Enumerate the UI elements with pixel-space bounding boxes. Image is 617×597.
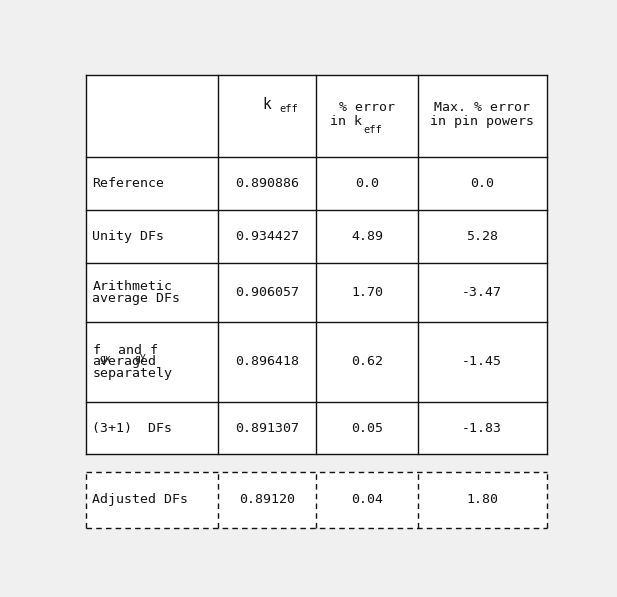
Bar: [86, 472, 547, 528]
Text: 0.0: 0.0: [470, 177, 494, 190]
Text: 0.05: 0.05: [351, 421, 383, 435]
Text: 0.04: 0.04: [351, 493, 383, 506]
Text: 0.934427: 0.934427: [235, 230, 299, 243]
Text: gY: gY: [135, 353, 146, 364]
Text: k: k: [263, 97, 271, 112]
Text: in k: in k: [330, 115, 362, 128]
Text: Adjusted DFs: Adjusted DFs: [93, 493, 188, 506]
Text: f: f: [93, 343, 101, 356]
Text: % error: % error: [339, 101, 395, 113]
Text: and f: and f: [110, 343, 157, 356]
Text: 0.0: 0.0: [355, 177, 379, 190]
Text: 0.891307: 0.891307: [235, 421, 299, 435]
Text: -1.83: -1.83: [462, 421, 502, 435]
Text: 0.890886: 0.890886: [235, 177, 299, 190]
Text: 0.89120: 0.89120: [239, 493, 295, 506]
Text: 0.62: 0.62: [351, 355, 383, 368]
Text: Unity DFs: Unity DFs: [93, 230, 164, 243]
Text: in pin powers: in pin powers: [430, 115, 534, 128]
Text: Max. % error: Max. % error: [434, 101, 530, 113]
Text: averaged: averaged: [93, 355, 157, 368]
Text: 0.896418: 0.896418: [235, 355, 299, 368]
Text: Reference: Reference: [93, 177, 164, 190]
Bar: [86, 75, 547, 454]
Text: eff: eff: [363, 125, 382, 135]
Text: 0.906057: 0.906057: [235, 286, 299, 299]
Text: Arithmetic: Arithmetic: [93, 280, 172, 293]
Text: eff: eff: [279, 104, 298, 114]
Text: 1.80: 1.80: [466, 493, 498, 506]
Text: gx: gx: [99, 353, 111, 364]
Text: 4.89: 4.89: [351, 230, 383, 243]
Text: -3.47: -3.47: [462, 286, 502, 299]
Text: -1.45: -1.45: [462, 355, 502, 368]
Text: 1.70: 1.70: [351, 286, 383, 299]
Text: (3+1)  DFs: (3+1) DFs: [93, 421, 172, 435]
Text: 5.28: 5.28: [466, 230, 498, 243]
Text: separately: separately: [93, 367, 172, 380]
Text: average DFs: average DFs: [93, 292, 180, 305]
